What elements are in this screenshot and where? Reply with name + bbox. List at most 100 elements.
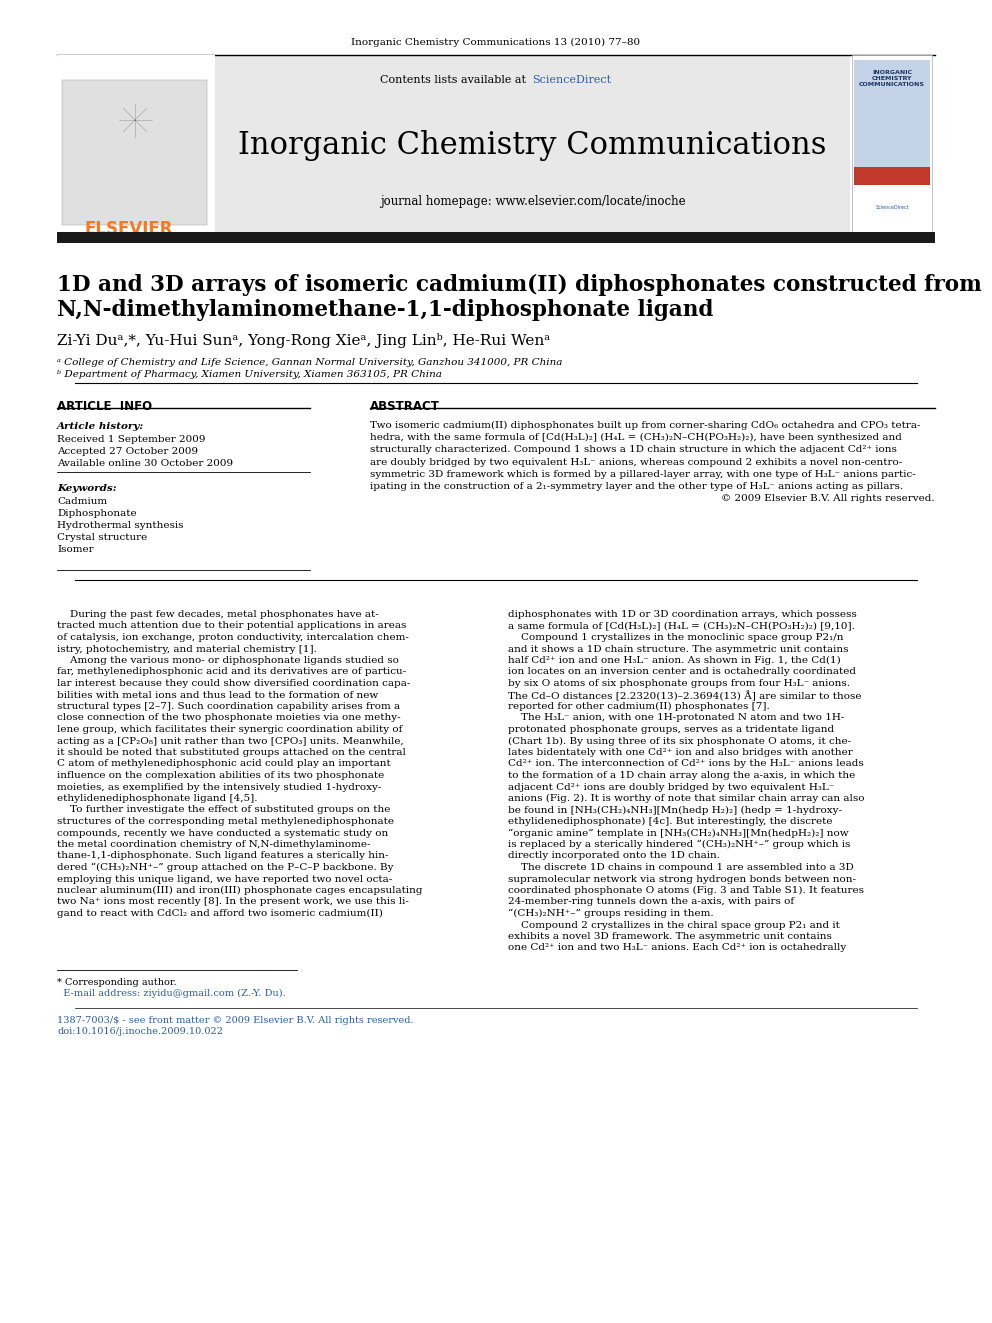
- Text: Inorganic Chemistry Communications: Inorganic Chemistry Communications: [238, 130, 826, 161]
- Text: (Chart 1b). By using three of its six phosphonate O atoms, it che-: (Chart 1b). By using three of its six ph…: [508, 737, 851, 746]
- Bar: [854, 167, 930, 185]
- Text: Accepted 27 October 2009: Accepted 27 October 2009: [57, 447, 198, 456]
- Text: half Cd²⁺ ion and one H₃L⁻ anion. As shown in Fig. 1, the Cd(1): half Cd²⁺ ion and one H₃L⁻ anion. As sho…: [508, 656, 841, 665]
- Text: C atom of methylenediphosphonic acid could play an important: C atom of methylenediphosphonic acid cou…: [57, 759, 391, 769]
- Bar: [57, 232, 935, 243]
- Text: ethylidenediphosphonate ligand [4,5].: ethylidenediphosphonate ligand [4,5].: [57, 794, 258, 803]
- Text: ᵇ Department of Pharmacy, Xiamen University, Xiamen 363105, PR China: ᵇ Department of Pharmacy, Xiamen Univers…: [57, 370, 441, 378]
- Text: ᵃ College of Chemistry and Life Science, Gannan Normal University, Ganzhou 34100: ᵃ College of Chemistry and Life Science,…: [57, 359, 562, 366]
- Text: ethylidenediphosphonate) [4c]. But interestingly, the discrete: ethylidenediphosphonate) [4c]. But inter…: [508, 818, 832, 826]
- Text: structures of the corresponding metal methylenediphosphonate: structures of the corresponding metal me…: [57, 818, 394, 826]
- Text: dered “(CH₃)₂NH⁺–” group attached on the P–C–P backbone. By: dered “(CH₃)₂NH⁺–” group attached on the…: [57, 863, 394, 872]
- Text: 1D and 3D arrays of isomeric cadmium(II) diphosphonates constructed from: 1D and 3D arrays of isomeric cadmium(II)…: [57, 274, 982, 296]
- Bar: [215, 56, 850, 235]
- Text: N,N-dimethylaminomethane-1,1-diphosphonate ligand: N,N-dimethylaminomethane-1,1-diphosphona…: [57, 299, 713, 321]
- Text: ABSTRACT: ABSTRACT: [370, 400, 439, 413]
- Text: a same formula of [Cd(H₃L)₂] (H₄L = (CH₃)₂N–CH(PO₃H₂)₂) [9,10].: a same formula of [Cd(H₃L)₂] (H₄L = (CH₃…: [508, 622, 855, 631]
- Text: * Corresponding author.: * Corresponding author.: [57, 978, 177, 987]
- Text: doi:10.1016/j.inoche.2009.10.022: doi:10.1016/j.inoche.2009.10.022: [57, 1027, 223, 1036]
- Text: The H₃L⁻ anion, with one 1H-protonated N atom and two 1H-: The H₃L⁻ anion, with one 1H-protonated N…: [508, 713, 844, 722]
- Text: Isomer: Isomer: [57, 545, 93, 554]
- Text: “(CH₃)₂NH⁺–” groups residing in them.: “(CH₃)₂NH⁺–” groups residing in them.: [508, 909, 713, 918]
- Text: acting as a [CP₂O₈] unit rather than two [CPO₃] units. Meanwhile,: acting as a [CP₂O₈] unit rather than two…: [57, 737, 404, 745]
- Text: 1387-7003/$ - see front matter © 2009 Elsevier B.V. All rights reserved.: 1387-7003/$ - see front matter © 2009 El…: [57, 1016, 414, 1025]
- Text: To further investigate the effect of substituted groups on the: To further investigate the effect of sub…: [57, 806, 391, 815]
- Text: Keywords:: Keywords:: [57, 484, 117, 493]
- Text: ScienceDirect: ScienceDirect: [532, 75, 611, 85]
- Text: Diphosphonate: Diphosphonate: [57, 509, 137, 519]
- Text: the metal coordination chemistry of N,N-dimethylaminome-: the metal coordination chemistry of N,N-…: [57, 840, 370, 849]
- Text: is replaced by a sterically hindered “(CH₃)₂NH⁺–” group which is: is replaced by a sterically hindered “(C…: [508, 840, 850, 849]
- Text: ipating in the construction of a 2₁-symmetry layer and the other type of H₃L⁻ an: ipating in the construction of a 2₁-symm…: [370, 482, 903, 491]
- Text: The discrete 1D chains in compound 1 are assembled into a 3D: The discrete 1D chains in compound 1 are…: [508, 863, 854, 872]
- Text: Received 1 September 2009: Received 1 September 2009: [57, 435, 205, 445]
- Text: Two isomeric cadmium(II) diphosphonates built up from corner-sharing CdO₆ octahe: Two isomeric cadmium(II) diphosphonates …: [370, 421, 921, 430]
- Bar: [57, 56, 215, 235]
- Text: to the formation of a 1D chain array along the a-axis, in which the: to the formation of a 1D chain array alo…: [508, 771, 855, 781]
- Text: Cadmium: Cadmium: [57, 497, 107, 505]
- Text: two Na⁺ ions most recently [8]. In the present work, we use this li-: two Na⁺ ions most recently [8]. In the p…: [57, 897, 409, 906]
- Text: lates bidentately with one Cd²⁺ ion and also bridges with another: lates bidentately with one Cd²⁺ ion and …: [508, 747, 853, 757]
- Text: by six O atoms of six phosphonate groups from four H₃L⁻ anions.: by six O atoms of six phosphonate groups…: [508, 679, 850, 688]
- Text: During the past few decades, metal phosphonates have at-: During the past few decades, metal phosp…: [57, 610, 379, 619]
- Text: supramolecular network via strong hydrogen bonds between non-: supramolecular network via strong hydrog…: [508, 875, 856, 884]
- Text: ELSEVIER: ELSEVIER: [84, 220, 174, 238]
- Bar: [854, 60, 930, 169]
- Text: anions (Fig. 2). It is worthy of note that similar chain array can also: anions (Fig. 2). It is worthy of note th…: [508, 794, 864, 803]
- Text: Crystal structure: Crystal structure: [57, 533, 147, 542]
- Text: Available online 30 October 2009: Available online 30 October 2009: [57, 459, 233, 468]
- Text: “organic amine” template in [NH₃(CH₂)₄NH₃][Mn(hedpH₂)₂] now: “organic amine” template in [NH₃(CH₂)₄NH…: [508, 828, 848, 837]
- Text: protonated phosphonate groups, serves as a tridentate ligand: protonated phosphonate groups, serves as…: [508, 725, 834, 734]
- Text: and it shows a 1D chain structure. The asymmetric unit contains: and it shows a 1D chain structure. The a…: [508, 644, 848, 654]
- Bar: [62, 79, 207, 225]
- Text: symmetric 3D framework which is formed by a pillared-layer array, with one type : symmetric 3D framework which is formed b…: [370, 470, 916, 479]
- Text: tracted much attention due to their potential applications in areas: tracted much attention due to their pote…: [57, 622, 407, 631]
- Text: it should be noted that substituted groups attached on the central: it should be noted that substituted grou…: [57, 747, 406, 757]
- Text: structural types [2–7]. Such coordination capability arises from a: structural types [2–7]. Such coordinatio…: [57, 703, 400, 710]
- Text: close connection of the two phosphonate moieties via one methy-: close connection of the two phosphonate …: [57, 713, 401, 722]
- Text: lene group, which facilitates their synergic coordination ability of: lene group, which facilitates their syne…: [57, 725, 403, 734]
- Text: E-mail address: ziyidu@gmail.com (Z.-Y. Du).: E-mail address: ziyidu@gmail.com (Z.-Y. …: [57, 990, 286, 998]
- Text: diphosphonates with 1D or 3D coordination arrays, which possess: diphosphonates with 1D or 3D coordinatio…: [508, 610, 857, 619]
- Text: PRELIMINARY REPORTS: PRELIMINARY REPORTS: [864, 179, 921, 183]
- Text: adjacent Cd²⁺ ions are doubly bridged by two equivalent H₃L⁻: adjacent Cd²⁺ ions are doubly bridged by…: [508, 782, 834, 791]
- Text: are doubly bridged by two equivalent H₃L⁻ anions, whereas compound 2 exhibits a : are doubly bridged by two equivalent H₃L…: [370, 458, 903, 467]
- Text: of catalysis, ion exchange, proton conductivity, intercalation chem-: of catalysis, ion exchange, proton condu…: [57, 632, 409, 642]
- Text: INORGANIC
CHEMISTRY
COMMUNICATIONS: INORGANIC CHEMISTRY COMMUNICATIONS: [859, 70, 925, 86]
- Text: Compound 1 crystallizes in the monoclinic space group P2₁/n: Compound 1 crystallizes in the monoclini…: [508, 632, 843, 642]
- Bar: [852, 56, 932, 235]
- Text: moieties, as exemplified by the intensively studied 1-hydroxy-: moieties, as exemplified by the intensiv…: [57, 782, 381, 791]
- Text: directly incorporated onto the 1D chain.: directly incorporated onto the 1D chain.: [508, 852, 720, 860]
- Text: Contents lists available at: Contents lists available at: [381, 75, 530, 85]
- Text: Cd²⁺ ion. The interconnection of Cd²⁺ ions by the H₃L⁻ anions leads: Cd²⁺ ion. The interconnection of Cd²⁺ io…: [508, 759, 864, 769]
- Text: Compound 2 crystallizes in the chiral space group P2₁ and it: Compound 2 crystallizes in the chiral sp…: [508, 921, 840, 930]
- Text: lar interest because they could show diversified coordination capa-: lar interest because they could show div…: [57, 679, 411, 688]
- Text: Article history:: Article history:: [57, 422, 144, 431]
- Text: far, methylenediphosphonic acid and its derivatives are of particu-: far, methylenediphosphonic acid and its …: [57, 668, 406, 676]
- Text: reported for other cadmium(II) phosphonates [7].: reported for other cadmium(II) phosphona…: [508, 703, 770, 712]
- Text: Zi-Yi Duᵃ,*, Yu-Hui Sunᵃ, Yong-Rong Xieᵃ, Jing Linᵇ, He-Rui Wenᵃ: Zi-Yi Duᵃ,*, Yu-Hui Sunᵃ, Yong-Rong Xieᵃ…: [57, 333, 551, 348]
- Text: ScienceDirect: ScienceDirect: [875, 205, 909, 210]
- Text: hedra, with the same formula of [Cd(H₃L)₂] (H₄L = (CH₃)₂N–CH(PO₃H₂)₂), have been: hedra, with the same formula of [Cd(H₃L)…: [370, 433, 902, 442]
- Text: Hydrothermal synthesis: Hydrothermal synthesis: [57, 521, 184, 531]
- Text: be found in [NH₃(CH₂)₄NH₃][Mn(hedp H₂)₂] (hedp = 1-hydroxy-: be found in [NH₃(CH₂)₄NH₃][Mn(hedp H₂)₂]…: [508, 806, 842, 815]
- Text: coordinated phosphonate O atoms (Fig. 3 and Table S1). It features: coordinated phosphonate O atoms (Fig. 3 …: [508, 886, 864, 896]
- Text: one Cd²⁺ ion and two H₃L⁻ anions. Each Cd²⁺ ion is octahedrally: one Cd²⁺ ion and two H₃L⁻ anions. Each C…: [508, 943, 846, 953]
- Text: structurally characterized. Compound 1 shows a 1D chain structure in which the a: structurally characterized. Compound 1 s…: [370, 446, 897, 454]
- Text: thane-1,1-diphosphonate. Such ligand features a sterically hin-: thane-1,1-diphosphonate. Such ligand fea…: [57, 852, 389, 860]
- Text: gand to react with CdCl₂ and afford two isomeric cadmium(II): gand to react with CdCl₂ and afford two …: [57, 909, 383, 918]
- Text: journal homepage: www.elsevier.com/locate/inoche: journal homepage: www.elsevier.com/locat…: [380, 194, 685, 208]
- Text: bilities with metal ions and thus lead to the formation of new: bilities with metal ions and thus lead t…: [57, 691, 378, 700]
- Text: Inorganic Chemistry Communications 13 (2010) 77–80: Inorganic Chemistry Communications 13 (2…: [351, 38, 641, 48]
- Text: ion locates on an inversion center and is octahedrally coordinated: ion locates on an inversion center and i…: [508, 668, 856, 676]
- Text: istry, photochemistry, and material chemistry [1].: istry, photochemistry, and material chem…: [57, 644, 316, 654]
- Text: © 2009 Elsevier B.V. All rights reserved.: © 2009 Elsevier B.V. All rights reserved…: [721, 495, 935, 503]
- Text: exhibits a novel 3D framework. The asymmetric unit contains: exhibits a novel 3D framework. The asymm…: [508, 931, 832, 941]
- Text: ARTICLE  INFO: ARTICLE INFO: [57, 400, 152, 413]
- Text: influence on the complexation abilities of its two phosphonate: influence on the complexation abilities …: [57, 771, 384, 781]
- Text: employing this unique ligand, we have reported two novel octa-: employing this unique ligand, we have re…: [57, 875, 392, 884]
- Text: The Cd–O distances [2.2320(13)–2.3694(13) Å] are similar to those: The Cd–O distances [2.2320(13)–2.3694(13…: [508, 691, 861, 701]
- Text: nuclear aluminum(III) and iron(III) phosphonate cages encapsulating: nuclear aluminum(III) and iron(III) phos…: [57, 886, 423, 896]
- Text: compounds, recently we have conducted a systematic study on: compounds, recently we have conducted a …: [57, 828, 388, 837]
- Text: 24-member-ring tunnels down the a-axis, with pairs of: 24-member-ring tunnels down the a-axis, …: [508, 897, 795, 906]
